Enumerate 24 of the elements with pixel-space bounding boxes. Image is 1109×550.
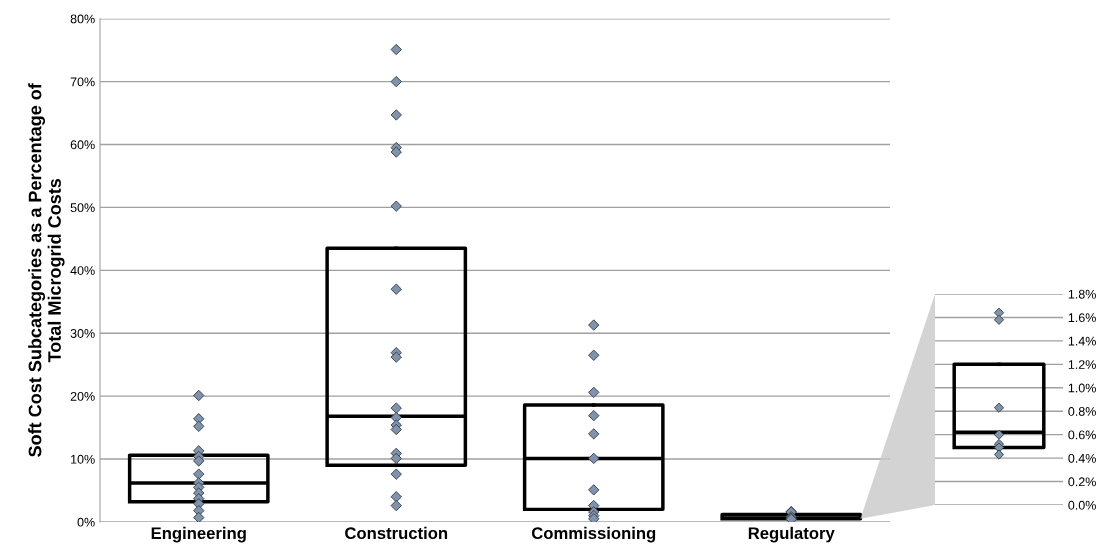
y-axis-title: Soft Cost Subcategories as a Percentage of Total Microgrid Costs [28, 83, 65, 457]
y-tick-label: 50% [70, 203, 95, 213]
y-tick-label: 0.0% [1068, 500, 1096, 510]
y-tick-label: 0.8% [1068, 407, 1096, 416]
x-tick-label: Construction [345, 526, 448, 540]
y-tick-label: 0.6% [1068, 430, 1096, 440]
x-tick-label: Engineering [151, 526, 246, 543]
y-tick-label: 0% [77, 517, 95, 527]
x-tick-label: Regulatory [748, 526, 835, 543]
y-tick-label: 80% [70, 14, 95, 24]
y-tick-label: 1.4% [1068, 336, 1096, 346]
y-tick-label: 30% [70, 329, 95, 338]
y-tick-label: 1.2% [1068, 360, 1096, 369]
y-tick-label: 20% [70, 391, 95, 401]
y-tick-label: 1.8% [1068, 289, 1096, 299]
y-tick-label: 70% [70, 77, 95, 87]
y-tick-label: 40% [70, 266, 95, 275]
y-tick-label: 0.2% [1068, 477, 1096, 487]
y-tick-label: 1.0% [1068, 383, 1096, 393]
x-tick-label: Commissioning [531, 526, 656, 543]
y-tick-label: 10% [71, 454, 95, 464]
y-tick-label: 60% [70, 140, 95, 150]
y-tick-label: 1.6% [1068, 313, 1096, 323]
y-tick-label: 0.4% [1068, 453, 1096, 463]
